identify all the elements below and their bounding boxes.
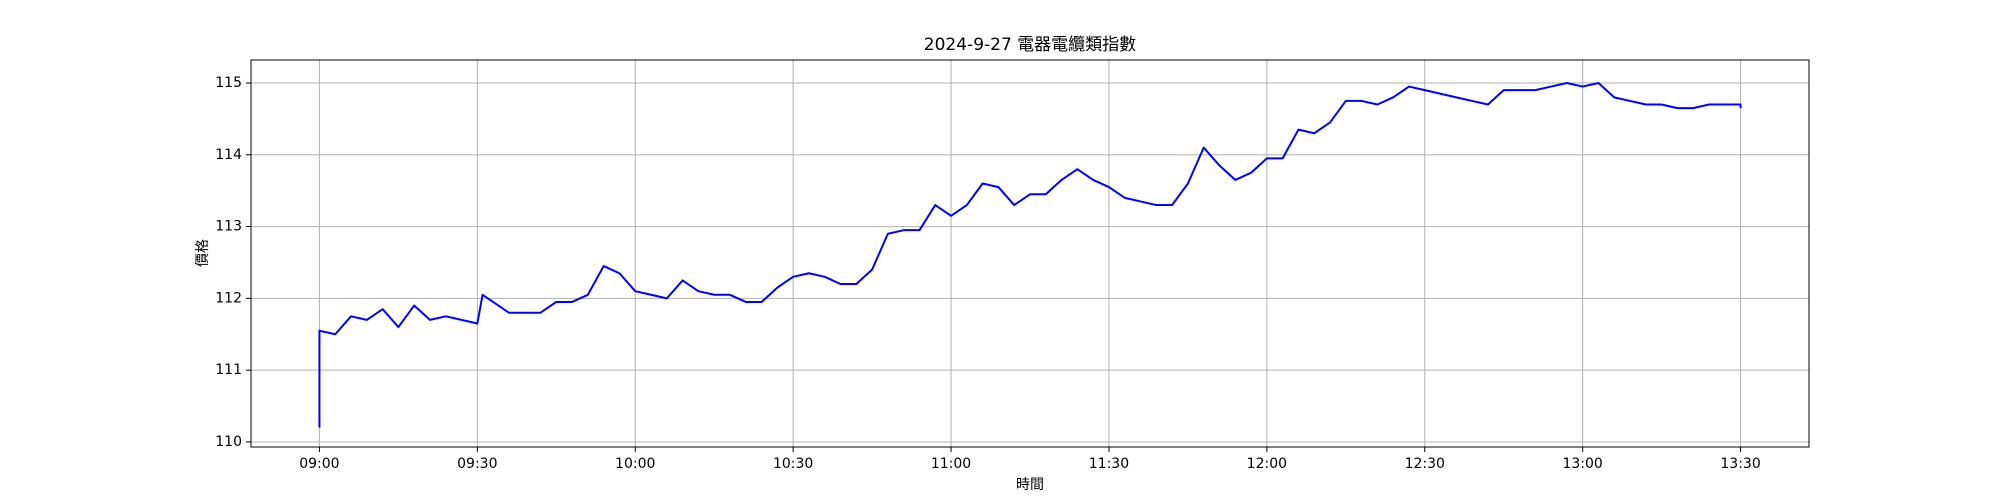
x-tick-label: 09:00 [299, 456, 339, 472]
y-tick-label: 115 [215, 75, 242, 91]
y-tick-label: 110 [215, 434, 242, 450]
y-tick-label: 112 [215, 290, 242, 306]
x-tick-label: 13:00 [1562, 456, 1602, 472]
plot-frame [250, 59, 1810, 448]
chart-title: 2024-9-27 電器電纜類指數 [924, 35, 1136, 55]
y-tick-label: 111 [215, 362, 242, 378]
x-tick-label: 09:30 [457, 456, 497, 472]
x-tick-label: 10:00 [615, 456, 655, 472]
y-axis-label: 價格 [194, 239, 211, 267]
x-tick-label: 10:30 [773, 456, 813, 472]
y-tick-label: 114 [215, 147, 242, 163]
data-line [318, 81, 1742, 428]
x-tick-label: 12:00 [1247, 456, 1287, 472]
x-tick-label: 11:00 [931, 456, 971, 472]
x-tick-label: 13:30 [1720, 456, 1760, 472]
x-tick-label: 11:30 [1089, 456, 1129, 472]
x-tick-label: 12:30 [1405, 456, 1445, 472]
y-tick-label: 113 [215, 219, 242, 235]
x-axis-label: 時間 [1016, 477, 1044, 493]
